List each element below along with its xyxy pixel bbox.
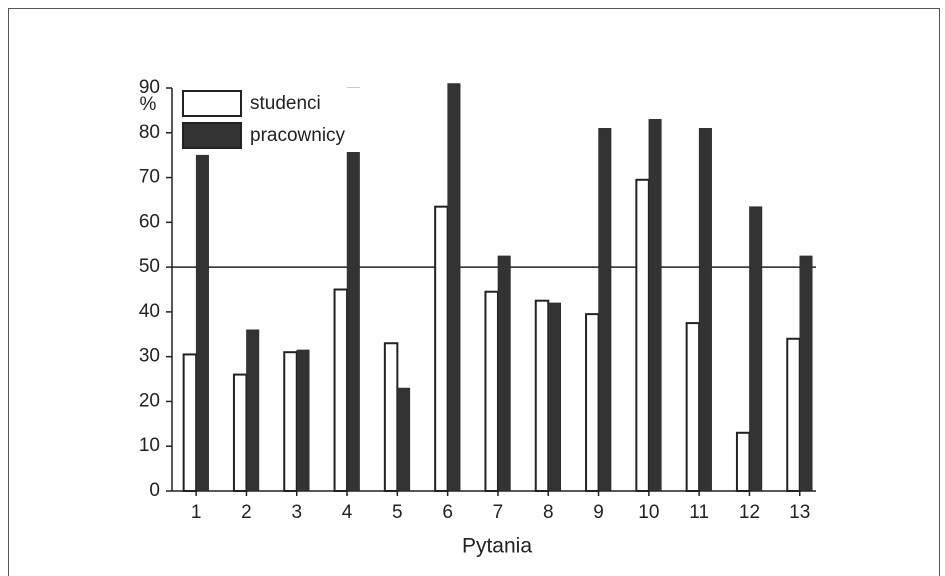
y-tick-label: 30 [139,346,160,367]
x-tick-label: 6 [442,502,453,523]
legend-swatch [182,122,242,149]
legend-label: studenci [250,93,321,114]
x-tick-label: 12 [739,502,760,523]
bar [182,353,198,492]
bar [735,431,751,492]
frame [8,8,940,576]
y-tick-label: 50 [139,256,160,277]
bar [333,288,349,492]
bar [397,387,411,492]
x-tick-label: 2 [241,502,252,523]
x-tick-label: 10 [638,502,659,523]
x-tick-label: 4 [342,502,353,523]
x-tick-label: 7 [493,502,504,523]
bar [534,299,550,493]
bar [246,329,260,492]
bar [195,154,209,492]
y-tick-label: 10 [139,435,160,456]
bar [786,337,801,492]
y-tick-label: 90 [139,77,160,98]
legend-swatch [182,90,242,117]
bar [585,313,600,492]
x-tick-label: 5 [392,502,403,523]
bar [598,128,612,492]
bar [296,349,310,492]
x-tick-label: 13 [789,502,810,523]
y-tick-label: 60 [139,211,160,232]
bar [548,302,561,492]
y-tick-label: 40 [139,301,160,322]
bar [698,128,712,492]
x-tick-label: 1 [191,502,202,523]
y-tick-label: 0 [149,480,160,501]
y-axis-label: % [140,94,157,115]
bar [685,322,701,493]
bar [434,205,449,493]
y-tick-label: 80 [139,122,160,143]
bar [484,290,499,492]
x-tick-label: 9 [593,502,604,523]
bar [749,206,763,492]
y-tick-label: 20 [139,390,160,411]
y-tick-label: 70 [139,167,160,188]
bar [232,373,248,493]
bar [497,255,511,492]
x-tick-label: 3 [291,502,302,523]
bar [383,342,399,492]
x-tick-label: 8 [543,502,554,523]
bar [648,119,662,492]
bar [283,351,298,493]
bar [799,255,813,492]
legend-label: pracownicy [250,125,346,146]
x-axis-label: Pytania [462,535,532,558]
x-tick-label: 11 [689,502,709,523]
bar [447,83,461,492]
bar [635,178,650,493]
